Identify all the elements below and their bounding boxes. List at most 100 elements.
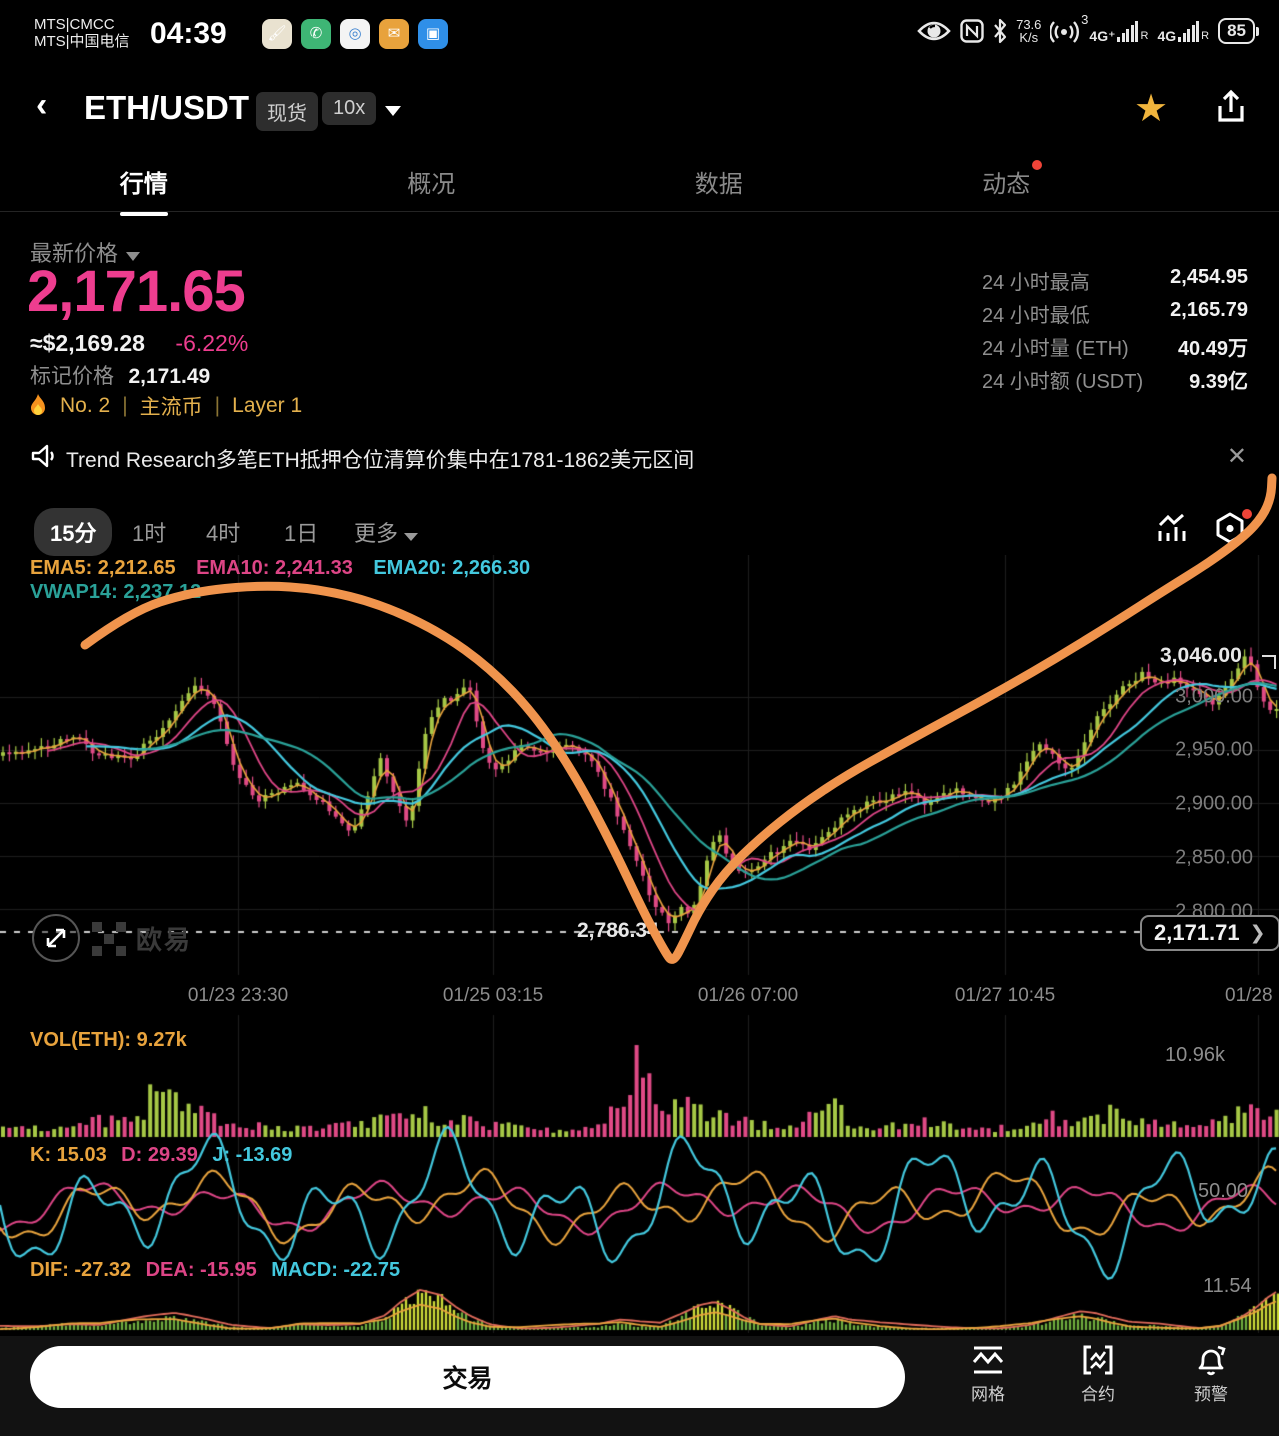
- stat-volume-label: 24 小时量 (ETH): [982, 338, 1129, 360]
- announcement-close-icon[interactable]: ✕: [1226, 443, 1247, 470]
- stat-turnover-label: 24 小时额 (USDT): [982, 371, 1144, 393]
- high-marker-whisker-drop: [1274, 655, 1276, 669]
- tab-overview[interactable]: 概况: [407, 171, 456, 198]
- y-tick-2850: 2,850.00: [1175, 846, 1253, 869]
- pair-dropdown-caret[interactable]: [385, 106, 401, 116]
- trade-button[interactable]: 交易: [30, 1346, 905, 1408]
- flame-icon: [28, 394, 48, 418]
- tab-quotes[interactable]: 行情: [0, 152, 288, 210]
- tag-layer1: Layer 1: [232, 394, 303, 417]
- y-tick-2900: 2,900.00: [1175, 792, 1253, 815]
- mark-price-label: 标记价格: [30, 365, 114, 388]
- timeframe-bar: 15分 1时 4时 1日 更多: [0, 505, 1279, 556]
- grid-bot-button[interactable]: 网格: [943, 1344, 1033, 1405]
- bluetooth-icon: [993, 18, 1007, 44]
- stat-high-label: 24 小时最高: [982, 272, 1090, 294]
- chevron-right-icon: ❯: [1249, 922, 1266, 944]
- notification-app-icon-messenger: ▣: [418, 19, 448, 49]
- stat-low-label: 24 小时最低: [982, 305, 1090, 327]
- y-tick-3000: 3,000.00: [1175, 685, 1253, 708]
- latest-price-label[interactable]: 最新价格: [30, 236, 141, 268]
- battery-indicator: 85: [1218, 18, 1259, 44]
- alert-button[interactable]: 预警: [1166, 1344, 1256, 1405]
- grid-bot-icon: [972, 1346, 1004, 1374]
- eye-protection-icon: [917, 19, 951, 43]
- kdj-j-label[interactable]: J: -13.69: [212, 1144, 293, 1166]
- x-tick-5: 01/28 14: [1225, 985, 1279, 1006]
- macd-scale-label: 11.54: [1203, 1275, 1252, 1297]
- kdj-k-label[interactable]: K: 15.03: [30, 1144, 107, 1166]
- high-price-marker: 3,046.00: [1160, 644, 1242, 667]
- status-bar: MTS|CMCC MTS|中国电信 04:39 🖌 ✆ ◎ ✉ ▣ 73.6 K/s 3: [0, 0, 1279, 70]
- fullscreen-expand-icon[interactable]: [30, 912, 82, 964]
- x-tick-1: 01/23 23:30: [187, 985, 289, 1006]
- status-clock: 04:39: [150, 17, 227, 50]
- tab-feed[interactable]: 动态: [863, 152, 1151, 210]
- notification-app-icon-browser: ◎: [340, 19, 370, 49]
- indicator-ema20[interactable]: EMA20: 2,266.30: [373, 557, 531, 579]
- token-tags[interactable]: No. 2 | 主流币 | Layer 1: [28, 391, 302, 421]
- settings-notification-dot: [1242, 509, 1252, 519]
- share-icon[interactable]: [1212, 88, 1250, 128]
- volume-indicator-label[interactable]: VOL(ETH): 9.27k: [30, 1029, 187, 1051]
- signal-sim1: 4G⁺ R: [1089, 20, 1148, 43]
- fiat-price: ≈$2,169.28: [30, 330, 145, 356]
- tab-bar: 行情 概况 数据 动态: [0, 152, 1150, 210]
- x-tick-2: 01/25 03:15: [442, 985, 544, 1006]
- timeframe-4h[interactable]: 4时: [206, 521, 241, 546]
- notification-app-icon-mail: ✉: [379, 19, 409, 49]
- price-change-percent: -6.22%: [175, 330, 249, 356]
- chart-style-icon[interactable]: [1158, 513, 1192, 545]
- speaker-icon: [30, 442, 58, 470]
- futures-icon: [1083, 1345, 1113, 1375]
- tab-divider: [0, 211, 1279, 212]
- announcement-text: Trend Research多笔ETH抵押仓位清算价集中在1781-1862美元…: [66, 449, 695, 472]
- tag-rank: No. 2: [60, 394, 111, 417]
- stat-volume-value: 40.49万: [1177, 338, 1248, 360]
- signal-sim2: 4G R: [1157, 20, 1209, 43]
- announcement-bar[interactable]: Trend Research多笔ETH抵押仓位清算价集中在1781-1862美元…: [0, 436, 1279, 480]
- bottom-action-bar: 交易 网格 合约 预警: [0, 1336, 1279, 1436]
- header: ‹ ETH/USDT 现货 10x ★: [0, 78, 1279, 140]
- x-tick-4: 01/27 10:45: [954, 985, 1056, 1006]
- alert-icon: [1198, 1345, 1226, 1376]
- notification-app-icon-gallery: 🖌: [262, 19, 292, 49]
- indicator-ema5[interactable]: EMA5: 2,212.65: [30, 557, 176, 579]
- pair-title[interactable]: ETH/USDT: [84, 89, 249, 126]
- network-speed: 73.6 K/s: [1016, 17, 1042, 45]
- back-button[interactable]: ‹: [36, 86, 48, 124]
- tab-data[interactable]: 数据: [694, 171, 743, 198]
- notification-app-icon-wechat: ✆: [301, 19, 331, 49]
- leverage-badge[interactable]: 10x: [322, 92, 377, 125]
- last-price: 2,171.65: [27, 259, 246, 324]
- nfc-icon: [960, 19, 984, 43]
- macd-macd-label[interactable]: MACD: -22.75: [271, 1259, 401, 1281]
- timeframe-1d[interactable]: 1日: [284, 521, 319, 546]
- last-price-badge[interactable]: 2,171.71 ❯: [1140, 915, 1279, 951]
- carrier-label-2: MTS|中国电信: [34, 33, 130, 50]
- favorite-star-icon[interactable]: ★: [1134, 88, 1169, 130]
- x-tick-3: 01/26 07:00: [697, 985, 799, 1006]
- hotspot-icon: 3: [1050, 12, 1088, 46]
- volume-scale-label: 10.96k: [1165, 1044, 1226, 1066]
- chart-settings-gear-icon[interactable]: [1212, 509, 1252, 547]
- feed-notification-dot: [1032, 160, 1043, 170]
- futures-button[interactable]: 合约: [1053, 1344, 1143, 1405]
- timeframe-15m[interactable]: 15分: [34, 508, 113, 556]
- stat-low-value: 2,165.79: [1170, 299, 1248, 321]
- indicator-vwap14[interactable]: VWAP14: 2,237.12: [30, 581, 202, 603]
- kdj-d-label[interactable]: D: 29.39: [121, 1144, 198, 1166]
- macd-dea-label[interactable]: DEA: -15.95: [145, 1259, 257, 1281]
- tag-mainstream: 主流币: [139, 396, 203, 419]
- timeframe-more[interactable]: 更多: [354, 516, 419, 548]
- kdj-scale-label: 50.00: [1198, 1180, 1249, 1202]
- mark-price-value: 2,171.49: [128, 365, 211, 388]
- indicator-ema10[interactable]: EMA10: 2,241.33: [196, 557, 353, 579]
- okx-watermark: 欧易: [92, 920, 192, 957]
- stat-high-value: 2,454.95: [1170, 266, 1248, 288]
- macd-dif-label[interactable]: DIF: -27.32: [30, 1259, 132, 1281]
- low-price-marker: 2,786.34: [577, 919, 659, 942]
- timeframe-1h[interactable]: 1时: [132, 521, 167, 546]
- market-type-badge: 现货: [256, 92, 318, 131]
